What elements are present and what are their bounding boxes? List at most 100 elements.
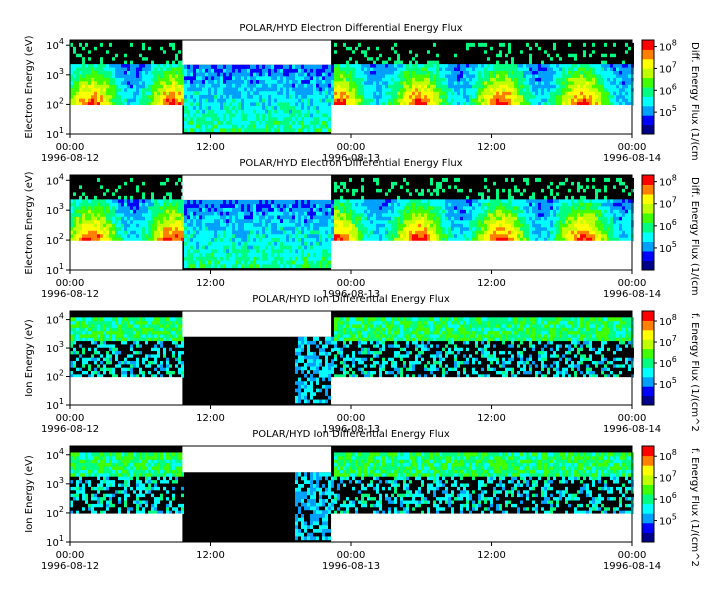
spectrogram-cell [271,75,274,81]
spectrogram-cell [130,70,133,75]
spectrogram-cell [196,90,199,95]
spectrogram-cell [346,67,349,72]
spectrogram-cell [319,214,322,220]
spectrogram-cell [574,70,577,75]
spectrogram-cell [136,226,139,231]
spectrogram-cell [235,252,238,257]
spectrogram-cell [208,230,211,235]
spectrogram-cell [130,73,133,78]
spectrogram-cell [295,94,298,99]
spectrogram-cell [220,113,223,118]
spectrogram-cell [589,98,592,103]
spectrogram-cell [592,84,595,89]
spectrogram-cell [295,109,298,114]
spectrogram-cell [316,79,319,84]
spectrogram-cell [286,226,289,231]
spectrogram-cell [175,67,178,72]
spectrogram-cell [283,87,286,92]
spectrogram-cell [82,70,85,75]
spectrogram-cell [412,60,415,65]
spectrogram-cell [142,77,145,82]
spectrogram-cell [91,181,94,186]
spectrogram-cell [586,98,589,103]
spectrogram-cell [265,87,268,92]
spectrogram-cell [274,263,277,269]
spectrogram-cell [184,64,187,69]
spectrogram-cell [283,124,286,129]
spectrogram-cell [589,63,592,68]
spectrogram-cell [547,94,550,99]
spectrogram-cell [130,80,133,85]
spectrogram-cell [106,191,109,196]
spectrogram-cell [406,63,409,68]
spectrogram-cell [73,223,76,228]
spectrogram-cell [304,124,307,129]
spectrogram-cell [196,218,199,224]
spectrogram-cell [271,214,274,220]
spectrogram-cell [217,256,220,261]
spectrogram-cell [496,91,499,96]
spectrogram-cell [295,64,298,69]
spectrogram-cell [577,49,580,54]
spectrogram-cell [622,101,625,106]
spectrogram-cell [313,203,316,208]
spectrogram-cell [607,94,610,99]
spectrogram-cell [349,94,352,99]
spectrogram-cell [319,222,322,227]
spectrogram-cell [154,216,157,221]
spectrogram-cell [118,223,121,228]
spectrogram-cell [310,252,313,257]
spectrogram-cell [505,70,508,75]
spectrogram-cell [457,73,460,78]
spectrogram-cell [436,101,439,106]
spectrogram-cell [199,116,202,121]
spectrogram-cell [70,212,73,217]
spectrogram-cell [541,49,544,54]
spectrogram-cell [601,56,604,61]
spectrogram-cell [196,109,199,114]
spectrogram-cell [460,70,463,75]
spectrogram-cell [181,84,184,89]
spectrogram-cell [154,67,157,72]
spectrogram-cell [139,184,142,189]
spectrogram-cell [223,260,226,265]
spectrogram-cell [343,84,346,89]
spectrogram-cell [256,237,259,242]
spectrogram-cell [424,53,427,58]
spectrogram-cell [145,87,148,92]
spectrogram-cell [205,260,208,265]
spectrogram-cell [307,248,310,254]
spectrogram-cell [628,67,631,72]
spectrogram-cell [541,87,544,92]
spectrogram-cell [88,49,91,54]
spectrogram-cell [172,87,175,92]
spectrogram-cell [226,207,229,212]
spectrogram-cell [190,79,193,84]
spectrogram-cell [394,101,397,106]
colorbar-cell [642,99,654,102]
spectrogram-cell [361,101,364,106]
spectrogram-cell [241,207,244,212]
spectrogram-cell [247,256,250,261]
spectrogram-cell [121,191,124,196]
spectrogram-cell [160,177,163,182]
spectrogram-cell [217,109,220,114]
spectrogram-cell [472,42,475,47]
spectrogram-cell [70,191,73,196]
spectrogram-cell [121,223,124,228]
spectrogram-cell [619,42,622,47]
spectrogram-cell [250,72,253,77]
spectrogram-cell [388,98,391,103]
spectrogram-cell [505,84,508,89]
spectrogram-cell [595,91,598,96]
spectrogram-cell [217,211,220,216]
spectrogram-cell [247,214,250,220]
spectrogram-cell [244,226,247,231]
spectrogram-cell [274,120,277,125]
spectrogram-cell [508,60,511,65]
spectrogram-cell [91,209,94,214]
spectrogram-cell [181,212,184,217]
spectrogram-cell [268,68,271,73]
spectrogram-cell [139,223,142,228]
spectrogram-cell [304,214,307,220]
